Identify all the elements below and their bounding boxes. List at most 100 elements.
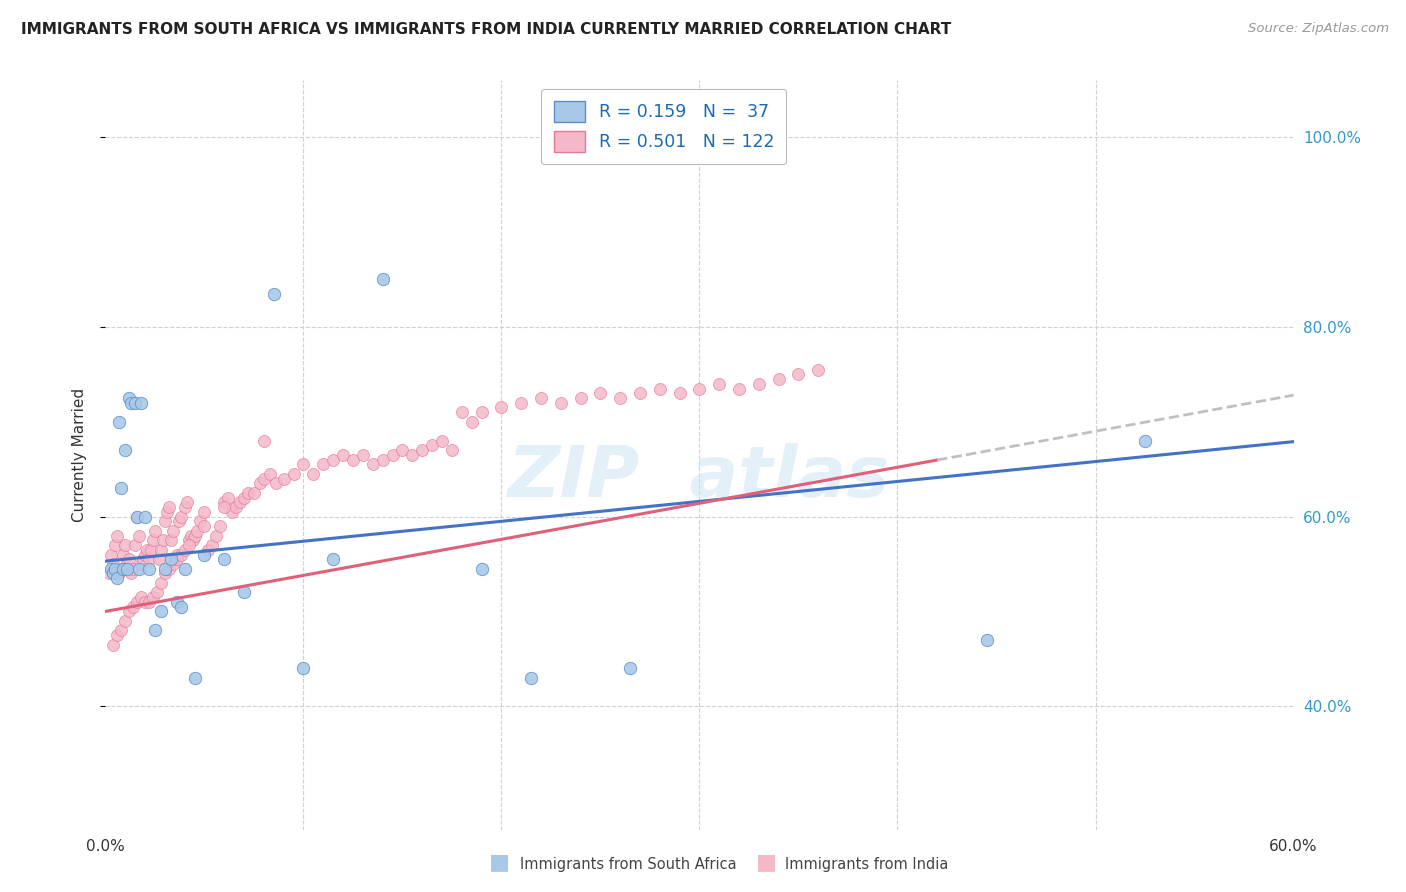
Point	[221, 505, 243, 519]
Text: IMMIGRANTS FROM SOUTH AFRICA VS IMMIGRANTS FROM INDIA CURRENTLY MARRIED CORRELAT: IMMIGRANTS FROM SOUTH AFRICA VS IMMIGRAN…	[21, 22, 952, 37]
Point	[138, 562, 160, 576]
Point	[229, 495, 252, 509]
Point	[193, 519, 215, 533]
Point	[124, 396, 146, 410]
Point	[263, 286, 285, 301]
Point	[461, 415, 484, 429]
Point	[136, 542, 159, 557]
Point	[728, 382, 751, 396]
Point	[128, 528, 150, 542]
Point	[619, 661, 641, 675]
Point	[709, 376, 731, 391]
Point	[127, 595, 149, 609]
Point	[98, 566, 121, 581]
Point	[628, 386, 651, 401]
Point	[166, 548, 188, 562]
Y-axis label: Currently Married: Currently Married	[72, 388, 87, 522]
Point	[127, 509, 149, 524]
Point	[233, 491, 256, 505]
Point	[177, 538, 200, 552]
Point	[253, 434, 276, 448]
Text: ■: ■	[489, 853, 509, 872]
Point	[180, 528, 202, 542]
Point	[157, 562, 180, 576]
Point	[249, 476, 271, 491]
Point	[120, 396, 142, 410]
Text: ZIP  atlas: ZIP atlas	[509, 443, 890, 512]
Point	[371, 272, 394, 286]
Legend: R = 0.159   N =  37, R = 0.501   N = 122: R = 0.159 N = 37, R = 0.501 N = 122	[541, 89, 786, 164]
Point	[118, 552, 141, 566]
Point	[129, 396, 152, 410]
Point	[134, 595, 156, 609]
Point	[138, 595, 160, 609]
Point	[127, 509, 149, 524]
Point	[159, 552, 181, 566]
Point	[217, 491, 239, 505]
Point	[401, 448, 423, 462]
Point	[381, 448, 404, 462]
Point	[450, 405, 472, 419]
Point	[134, 548, 156, 562]
Point	[149, 576, 172, 591]
Point	[143, 524, 166, 538]
Point	[156, 505, 179, 519]
Point	[352, 448, 374, 462]
Point	[186, 524, 208, 538]
Point	[170, 599, 193, 614]
Point	[190, 514, 212, 528]
Point	[183, 671, 205, 685]
Point	[120, 566, 142, 581]
Point	[253, 472, 276, 486]
Point	[142, 533, 165, 548]
Point	[110, 624, 132, 638]
Point	[166, 595, 188, 609]
Point	[129, 557, 152, 571]
Point	[193, 505, 215, 519]
Point	[149, 604, 172, 618]
Point	[471, 562, 494, 576]
Point	[332, 448, 354, 462]
Point	[510, 396, 533, 410]
Point	[181, 533, 204, 548]
Point	[110, 562, 132, 576]
Point	[361, 458, 384, 472]
Point	[283, 467, 305, 481]
Point	[170, 548, 193, 562]
Point	[243, 486, 266, 500]
Point	[205, 528, 228, 542]
Point	[530, 391, 553, 405]
Point	[167, 514, 190, 528]
Point	[104, 538, 127, 552]
Point	[193, 548, 215, 562]
Point	[197, 542, 219, 557]
Point	[114, 443, 136, 458]
Point	[114, 538, 136, 552]
Point	[183, 528, 205, 542]
Point	[322, 452, 344, 467]
Point	[976, 632, 998, 647]
Point	[292, 458, 315, 472]
Point	[105, 571, 128, 585]
Point	[103, 566, 125, 581]
Point	[1133, 434, 1156, 448]
Point	[108, 566, 131, 581]
Point	[134, 509, 156, 524]
Point	[550, 396, 572, 410]
Point	[118, 604, 141, 618]
Point	[176, 495, 198, 509]
Point	[264, 476, 287, 491]
Text: ■: ■	[756, 853, 776, 872]
Point	[112, 562, 135, 576]
Text: Immigrants from India: Immigrants from India	[785, 857, 948, 872]
Text: Source: ZipAtlas.com: Source: ZipAtlas.com	[1249, 22, 1389, 36]
Point	[201, 538, 224, 552]
Text: Immigrants from South Africa: Immigrants from South Africa	[520, 857, 737, 872]
Point	[105, 628, 128, 642]
Point	[138, 552, 160, 566]
Point	[233, 585, 256, 599]
Point	[110, 481, 132, 495]
Point	[214, 552, 236, 566]
Point	[214, 495, 236, 509]
Point	[148, 552, 170, 566]
